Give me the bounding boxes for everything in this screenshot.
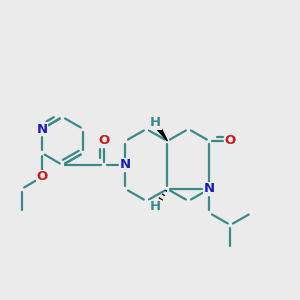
Text: O: O: [99, 134, 110, 148]
Text: O: O: [36, 170, 48, 184]
Text: H: H: [150, 200, 161, 214]
Text: N: N: [204, 182, 215, 196]
Text: O: O: [225, 134, 236, 148]
Polygon shape: [153, 121, 167, 141]
Text: H: H: [150, 116, 161, 130]
Text: N: N: [36, 122, 48, 136]
Text: N: N: [120, 158, 131, 172]
